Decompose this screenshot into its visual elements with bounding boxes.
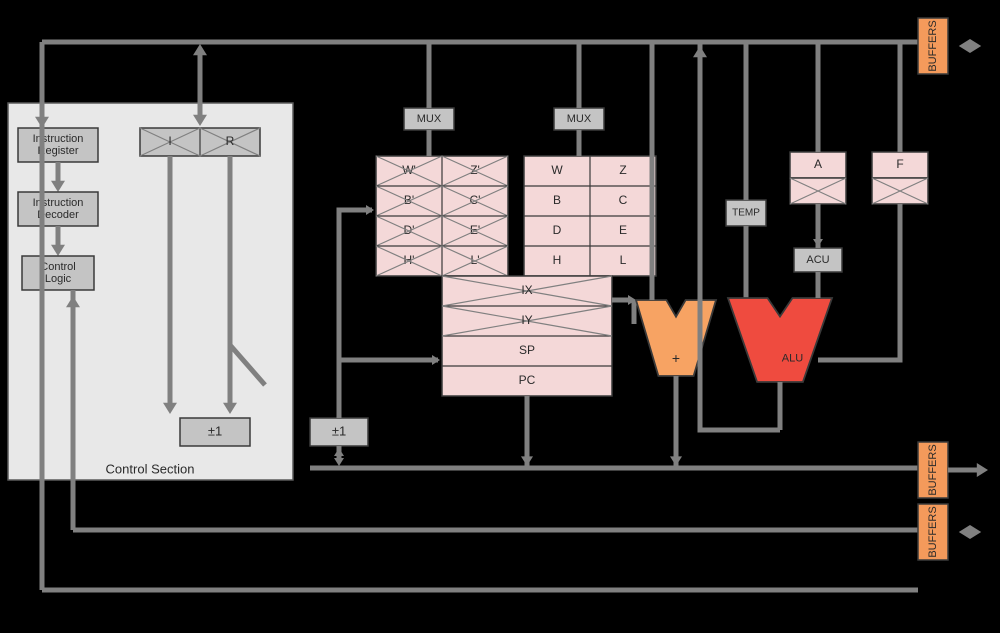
pm1-label: ±1 [332, 423, 346, 438]
pc-label: PC [519, 373, 536, 387]
connector [838, 204, 900, 360]
arrowhead [970, 525, 981, 539]
arrowhead [693, 46, 707, 57]
arrowhead [334, 458, 344, 466]
control-section-label: Control Section [106, 461, 195, 476]
arrowhead [670, 456, 682, 466]
reg-label: C [619, 193, 628, 207]
pm1-label: ±1 [208, 423, 222, 438]
arrowhead [970, 39, 981, 53]
r-label: R [226, 134, 235, 148]
reg-label: W' [402, 163, 416, 177]
iy-label: IY [521, 313, 532, 327]
arrowhead [521, 456, 533, 466]
reg-label: Z' [470, 163, 480, 177]
cpu-block-diagram: BUFFERSBUFFERSBUFFERSControl SectionInst… [0, 0, 1000, 633]
reg-label: L [620, 253, 627, 267]
adder-label: + [672, 350, 680, 366]
buffers-label: BUFFERS [927, 506, 939, 557]
acu-label: ACU [806, 254, 829, 266]
arrowhead [334, 448, 344, 456]
sp-label: SP [519, 343, 535, 357]
f-label: F [896, 157, 903, 171]
reg-label: W [551, 163, 563, 177]
connector [339, 360, 438, 418]
mux-label: MUX [567, 113, 592, 125]
buffers-label: BUFFERS [927, 20, 939, 71]
temp-label: TEMP [732, 208, 760, 219]
arrowhead [813, 239, 823, 247]
reg-label: E' [470, 223, 480, 237]
connector [339, 210, 372, 260]
alu [728, 298, 832, 382]
arrowhead [959, 525, 970, 539]
reg-label: C' [470, 193, 481, 207]
alu-label: ALU [782, 352, 803, 364]
mux-label: MUX [417, 113, 442, 125]
ix-label: IX [521, 283, 532, 297]
reg-label: B' [404, 193, 414, 207]
reg-label: D' [404, 223, 415, 237]
reg-label: Z [619, 163, 626, 177]
arrowhead [193, 44, 207, 55]
reg-label: B [553, 193, 561, 207]
control-logic-label: ControlLogic [40, 261, 75, 285]
reg-label: H' [404, 253, 415, 267]
arrowhead [366, 205, 374, 215]
arrowhead [432, 355, 440, 365]
arrowhead [959, 39, 970, 53]
reg-label: H [553, 253, 562, 267]
reg-label: E [619, 223, 627, 237]
a-label: A [814, 157, 822, 171]
reg-label: D [553, 223, 562, 237]
i-label: I [168, 134, 171, 148]
buffers-label: BUFFERS [927, 444, 939, 495]
